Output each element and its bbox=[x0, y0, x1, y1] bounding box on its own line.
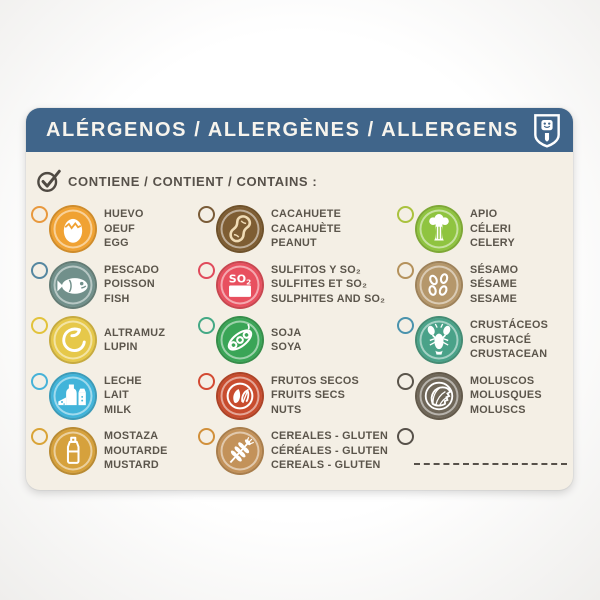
allergen-checkbox bbox=[31, 372, 48, 390]
allergen-checkbox bbox=[198, 206, 215, 223]
allergen-item-other-write-in bbox=[397, 427, 567, 483]
milk-bottle-icon bbox=[49, 371, 97, 420]
allergen-label: ALTRAMUZ LUPIN bbox=[104, 326, 166, 354]
allergen-checkbox bbox=[397, 261, 414, 279]
contains-row: CONTIENE / CONTIENT / CONTAINS : bbox=[36, 167, 573, 195]
card-header: ALÉRGENOS / ALLERGÈNES / ALLERGENS bbox=[26, 108, 573, 152]
allergen-label: CEREALES - GLUTEN CÉRÉALES - GLUTEN CEREAL… bbox=[271, 430, 389, 472]
allergen-label: HUEVO OEUF EGG bbox=[104, 208, 144, 250]
shield-face-logo-icon bbox=[533, 113, 561, 148]
almonds-icon bbox=[216, 371, 264, 420]
allergen-checkbox bbox=[198, 317, 215, 334]
allergen-checkbox bbox=[31, 428, 48, 445]
lupin-seed-icon bbox=[49, 316, 97, 364]
allergen-label: SULFITOS Y SO₂ SULFITES ET SO₂ SULPHITES A… bbox=[271, 263, 386, 305]
allergen-item-peanut: CACAHUETE CACAHUÈTE PEANUT bbox=[198, 205, 397, 261]
allergen-checkbox bbox=[397, 372, 414, 390]
lobster-icon bbox=[415, 316, 463, 364]
allergen-checkbox bbox=[31, 317, 48, 334]
allergen-checkbox bbox=[397, 317, 414, 334]
allergen-checkbox bbox=[198, 261, 215, 279]
allergen-grid: HUEVO OEUF EGG CACAHUETE CACAHUÈTE PEANUT AP… bbox=[26, 195, 573, 483]
allergen-label: PESCADO POISSON FISH bbox=[104, 263, 160, 305]
sesame-seeds-icon bbox=[415, 260, 463, 309]
soy-pod-icon bbox=[216, 316, 264, 364]
allergen-item-cereals: CEREALES - GLUTEN CÉRÉALES - GLUTEN CEREAL… bbox=[198, 427, 397, 483]
so2-box-icon: SO2 bbox=[216, 260, 264, 309]
allergen-item-celery: APIO CÉLERI CELERY bbox=[397, 205, 565, 261]
allergen-label: MOLUSCOS MOLUSQUES MOLUSCS bbox=[470, 374, 542, 416]
allergen-item-lupin: ALTRAMUZ LUPIN bbox=[31, 316, 198, 372]
allergen-checkbox bbox=[198, 372, 215, 390]
allergen-item-mustard: MOSTAZA MOUTARDE MUSTARD bbox=[31, 427, 198, 483]
allergen-checkbox bbox=[31, 261, 48, 279]
allergen-checkbox bbox=[397, 206, 414, 223]
write-in-dashed-line bbox=[414, 463, 567, 465]
allergen-item-milk: LECHE LAIT MILK bbox=[31, 371, 198, 428]
card-title: ALÉRGENOS / ALLERGÈNES / ALLERGENS bbox=[46, 118, 519, 141]
contains-label: CONTIENE / CONTIENT / CONTAINS : bbox=[68, 173, 318, 189]
fish-icon bbox=[49, 260, 97, 309]
allergen-label: MOSTAZA MOUTARDE MUSTARD bbox=[104, 430, 168, 472]
svg-text:SO2: SO2 bbox=[229, 272, 251, 286]
allergen-card: ALÉRGENOS / ALLERGÈNES / ALLERGENS CONTI… bbox=[26, 108, 573, 490]
egg-icon bbox=[49, 205, 97, 253]
allergen-label: FRUTOS SECOS FRUITS SECS NUTS bbox=[271, 374, 359, 416]
mustard-bottle-icon bbox=[49, 427, 97, 475]
allergen-label: SÉSAMO SÉSAME SESAME bbox=[470, 263, 519, 305]
allergen-item-soy: SOJA SOYA bbox=[198, 316, 397, 372]
celery-icon bbox=[415, 205, 463, 253]
allergen-label: APIO CÉLERI CELERY bbox=[470, 208, 515, 250]
allergen-item-molluscs: MOLUSCOS MOLUSQUES MOLUSCS bbox=[397, 371, 565, 428]
allergen-item-egg: HUEVO OEUF EGG bbox=[31, 205, 198, 261]
allergen-checkbox bbox=[397, 428, 414, 445]
allergen-item-sulphites: SO2 SULFITOS Y SO₂ SULFITES ET SO₂ SULPHITE… bbox=[198, 260, 397, 317]
allergen-item-nuts: FRUTOS SECOS FRUITS SECS NUTS bbox=[198, 371, 397, 428]
allergen-checkbox bbox=[198, 428, 215, 445]
allergen-item-crustacean: CRUSTÁCEOS CRUSTACÉ CRUSTACEAN bbox=[397, 316, 565, 372]
allergen-label: CRUSTÁCEOS CRUSTACÉ CRUSTACEAN bbox=[470, 319, 549, 361]
allergen-label: CACAHUETE CACAHUÈTE PEANUT bbox=[271, 208, 342, 250]
allergen-label: LECHE LAIT MILK bbox=[104, 374, 142, 416]
shell-icon bbox=[415, 371, 463, 420]
peanut-icon bbox=[216, 205, 264, 253]
wheat-icon bbox=[216, 427, 264, 475]
allergen-item-sesame: SÉSAMO SÉSAME SESAME bbox=[397, 260, 565, 317]
allergen-item-fish: PESCADO POISSON FISH bbox=[31, 260, 198, 317]
allergen-checkbox bbox=[31, 206, 48, 223]
checkmark-circle-icon bbox=[37, 169, 61, 192]
allergen-label: SOJA SOYA bbox=[271, 326, 302, 354]
